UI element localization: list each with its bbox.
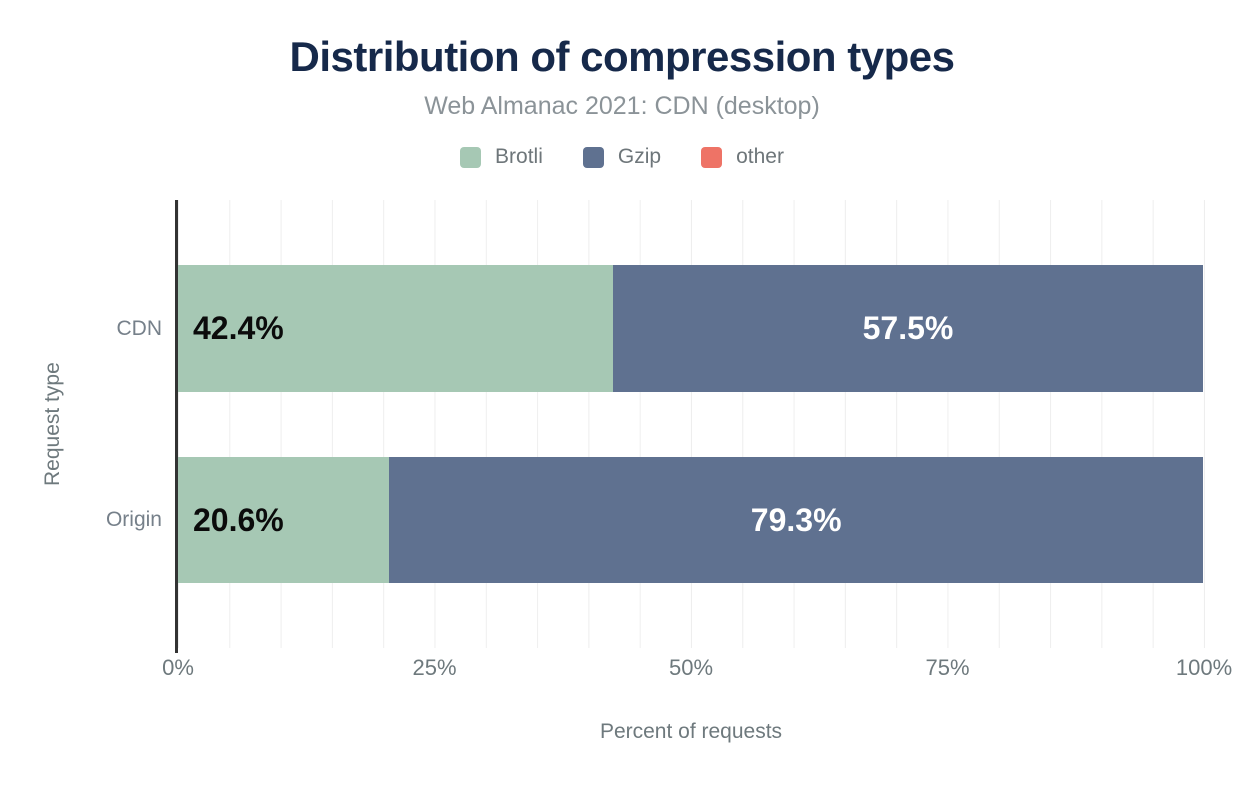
x-tick-label-50: 50% xyxy=(668,655,714,680)
legend-item-gzip[interactable]: Gzip xyxy=(582,145,662,169)
chart-legend: Brotli Gzip other xyxy=(0,145,1244,169)
legend-swatch-brotli xyxy=(460,146,482,168)
segment-gzip-cdn[interactable]: 57.5% xyxy=(613,265,1203,392)
legend-label-gzip: Gzip xyxy=(617,145,662,168)
y-axis-title: Request type xyxy=(41,362,64,486)
chart-title: Distribution of compression types xyxy=(289,33,955,80)
data-label-gzip-cdn: 57.5% xyxy=(862,310,954,346)
bar-row-cdn: CDN 42.4% 57.5% xyxy=(117,265,1204,392)
segment-brotli-origin[interactable]: 20.6% xyxy=(178,457,390,583)
legend-item-brotli[interactable]: Brotli xyxy=(460,145,543,169)
legend-label-other: other xyxy=(736,145,784,168)
legend-label-brotli: Brotli xyxy=(495,145,543,168)
y-tick-label-cdn: CDN xyxy=(116,316,163,340)
legend-swatch-gzip xyxy=(582,146,604,168)
y-tick-label-origin: Origin xyxy=(105,508,162,531)
segment-brotli-cdn[interactable]: 42.4% xyxy=(178,265,614,392)
legend-item-other[interactable]: other xyxy=(701,145,784,169)
x-tick-label-0: 0% xyxy=(162,655,194,680)
y-axis-line xyxy=(175,200,178,653)
x-tick-label-25: 25% xyxy=(412,655,457,680)
x-tick-label-100: 100% xyxy=(1175,655,1233,680)
data-label-gzip-origin: 79.3% xyxy=(750,501,842,538)
chart-subtitle: Web Almanac 2021: CDN (desktop) xyxy=(424,92,820,120)
plot-area: 0% 25% 50% 75% 100% CDN 42.4% 57.5% Origin 20.6%… xyxy=(106,200,1232,680)
x-axis-ticks: 0% 25% 50% 75% 100% xyxy=(162,655,1232,685)
segment-gzip-origin[interactable]: 79.3% xyxy=(389,457,1203,583)
bar-row-origin: Origin 20.6% 79.3% xyxy=(106,457,1204,583)
x-axis-title: Percent of requests xyxy=(599,720,783,743)
data-label-brotli-origin: 20.6% xyxy=(193,501,284,538)
x-tick-label-75: 75% xyxy=(925,655,970,680)
legend-swatch-other xyxy=(701,146,723,168)
data-label-brotli-cdn: 42.4% xyxy=(193,310,284,346)
